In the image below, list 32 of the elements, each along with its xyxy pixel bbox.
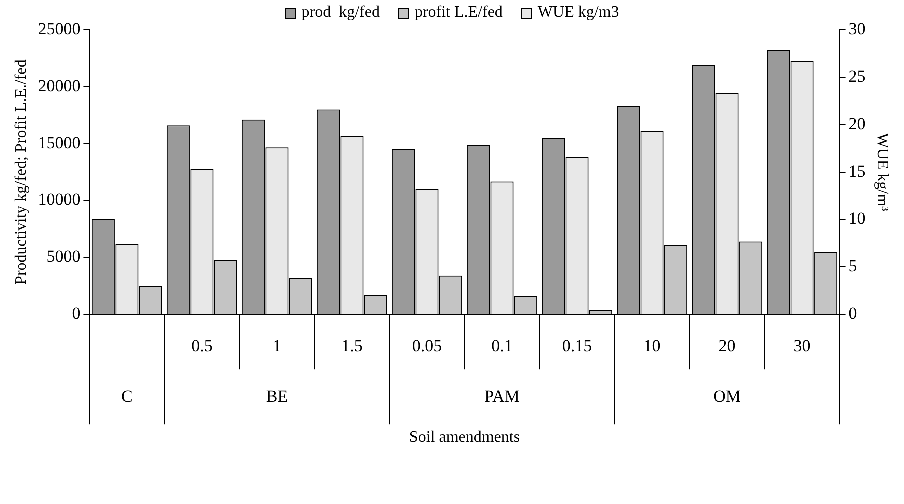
x-tick-label: 10 (644, 336, 661, 356)
y2-tick-label: 10 (848, 209, 866, 228)
y-tick-label: 20000 (38, 76, 81, 96)
x-axis-title: Soil amendments (409, 428, 520, 446)
y2-tick-label: 15 (848, 162, 866, 181)
y2-tick-label: 5 (848, 256, 858, 276)
x-tick-label: 0.15 (562, 336, 592, 356)
x-tick-label: 0.05 (412, 336, 442, 356)
text: BE (266, 387, 288, 406)
text: C (122, 387, 133, 406)
x-tick-label: 1.5 (342, 336, 363, 356)
y2-axis-title: WUE kg/m³ (874, 133, 892, 212)
x-tick-label: 1 (272, 336, 282, 356)
y-tick-label: 25000 (38, 19, 81, 38)
legend-label: profit L.E/fed (414, 4, 503, 22)
y-tick-label: 0 (72, 304, 81, 324)
y-axis-title: Productivity kg/fed; Profit L.E./fed (12, 60, 30, 285)
y2-tick-label: 20 (848, 114, 866, 134)
y-tick-label: 5000 (46, 247, 81, 266)
text: PAM (484, 387, 520, 406)
text: OM (714, 387, 741, 406)
x-tick-label: 20 (718, 336, 736, 356)
y2-tick-label: 30 (848, 19, 866, 38)
x-tick-label: 0.5 (192, 336, 213, 356)
legend-label: prod kg/fed (302, 4, 380, 22)
y-tick-label: 10000 (38, 190, 81, 210)
y2-tick-label: 0 (848, 304, 858, 324)
x-tick-label: 0.1 (492, 336, 513, 356)
y-tick-label: 15000 (38, 133, 81, 152)
x-tick-label: 30 (794, 336, 811, 356)
legend-label: WUE kg/m3 (538, 4, 620, 22)
y2-tick-label: 25 (848, 66, 866, 86)
